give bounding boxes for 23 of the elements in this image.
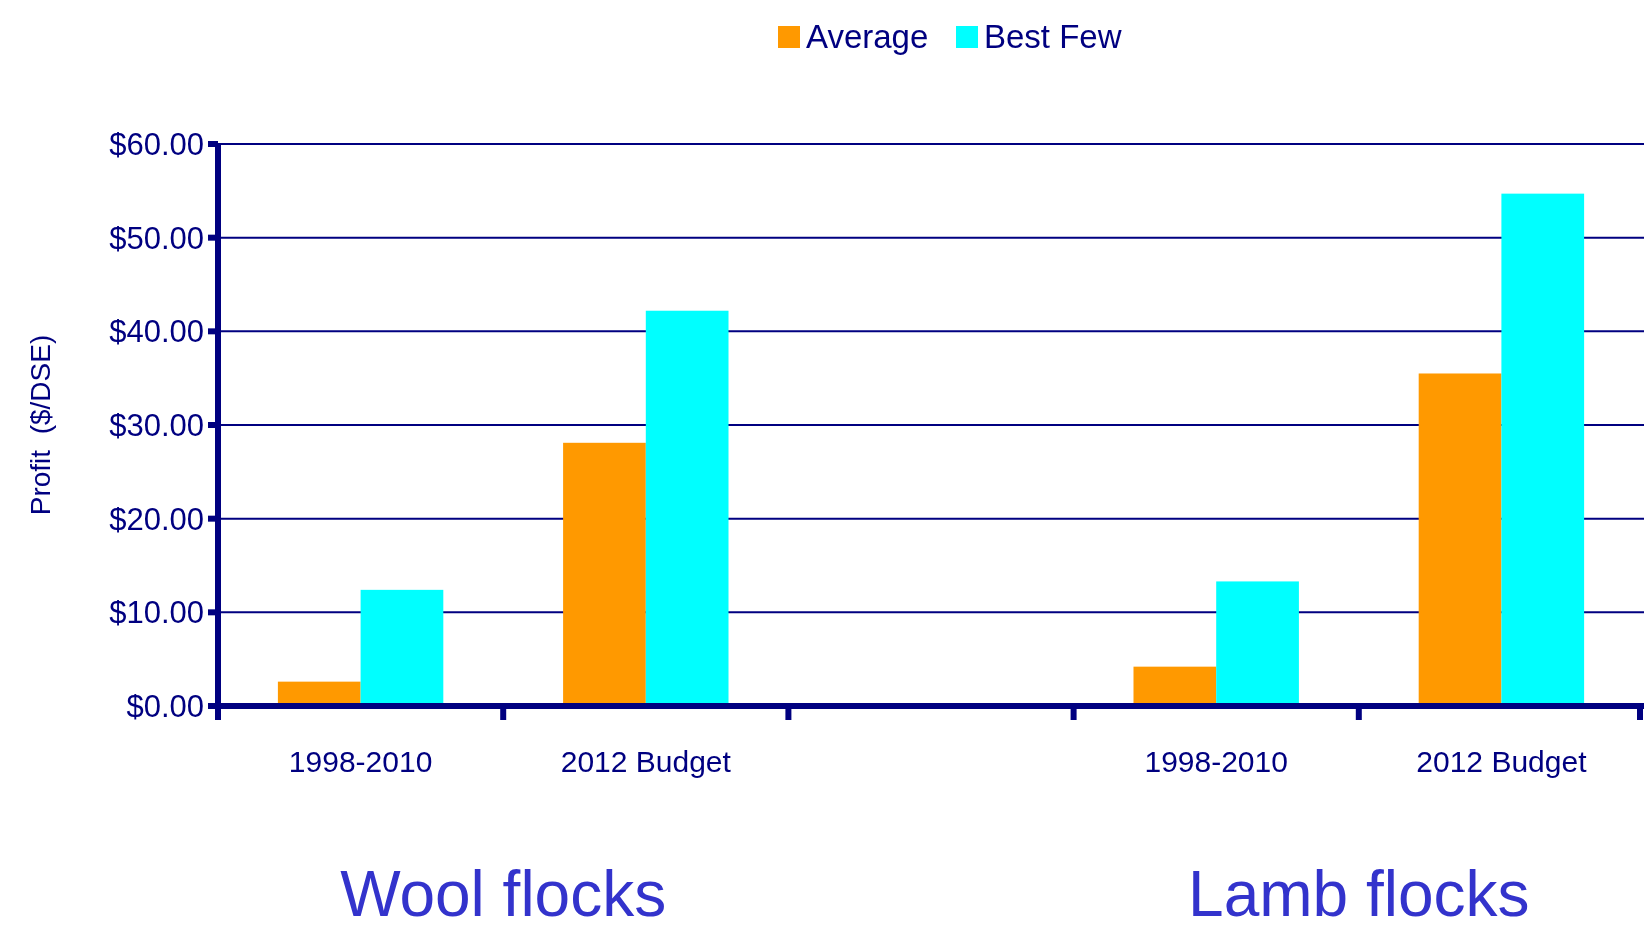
- y-tick-label: $50.00: [109, 220, 204, 256]
- x-tick-label: 2012 Budget: [1416, 745, 1588, 778]
- y-axis-title: Profit ($/DSE): [25, 334, 56, 516]
- y-tick-label: $40.00: [109, 314, 204, 350]
- bar: [645, 310, 729, 706]
- bar: [563, 442, 646, 706]
- text: Wool flocks: [340, 858, 667, 930]
- bar: [1418, 373, 1502, 706]
- bar: [360, 589, 444, 706]
- legend-label: Average: [806, 18, 929, 55]
- y-tick-label: $60.00: [109, 126, 204, 162]
- y-tick-label: $0.00: [126, 688, 204, 724]
- legend-label: Best Few: [984, 18, 1122, 55]
- bar: [1501, 193, 1585, 706]
- bar: [1216, 581, 1299, 706]
- x-tick-label: 2012 Budget: [560, 745, 732, 778]
- y-tick-label: $20.00: [109, 501, 204, 537]
- text: Lamb flocks: [1188, 858, 1530, 930]
- x-tick-label: 1998-2010: [288, 745, 433, 778]
- y-tick-label: $30.00: [109, 407, 204, 443]
- bar: [1133, 666, 1217, 706]
- x-tick-label: 1998-2010: [1144, 745, 1288, 778]
- y-tick-label: $10.00: [109, 595, 204, 631]
